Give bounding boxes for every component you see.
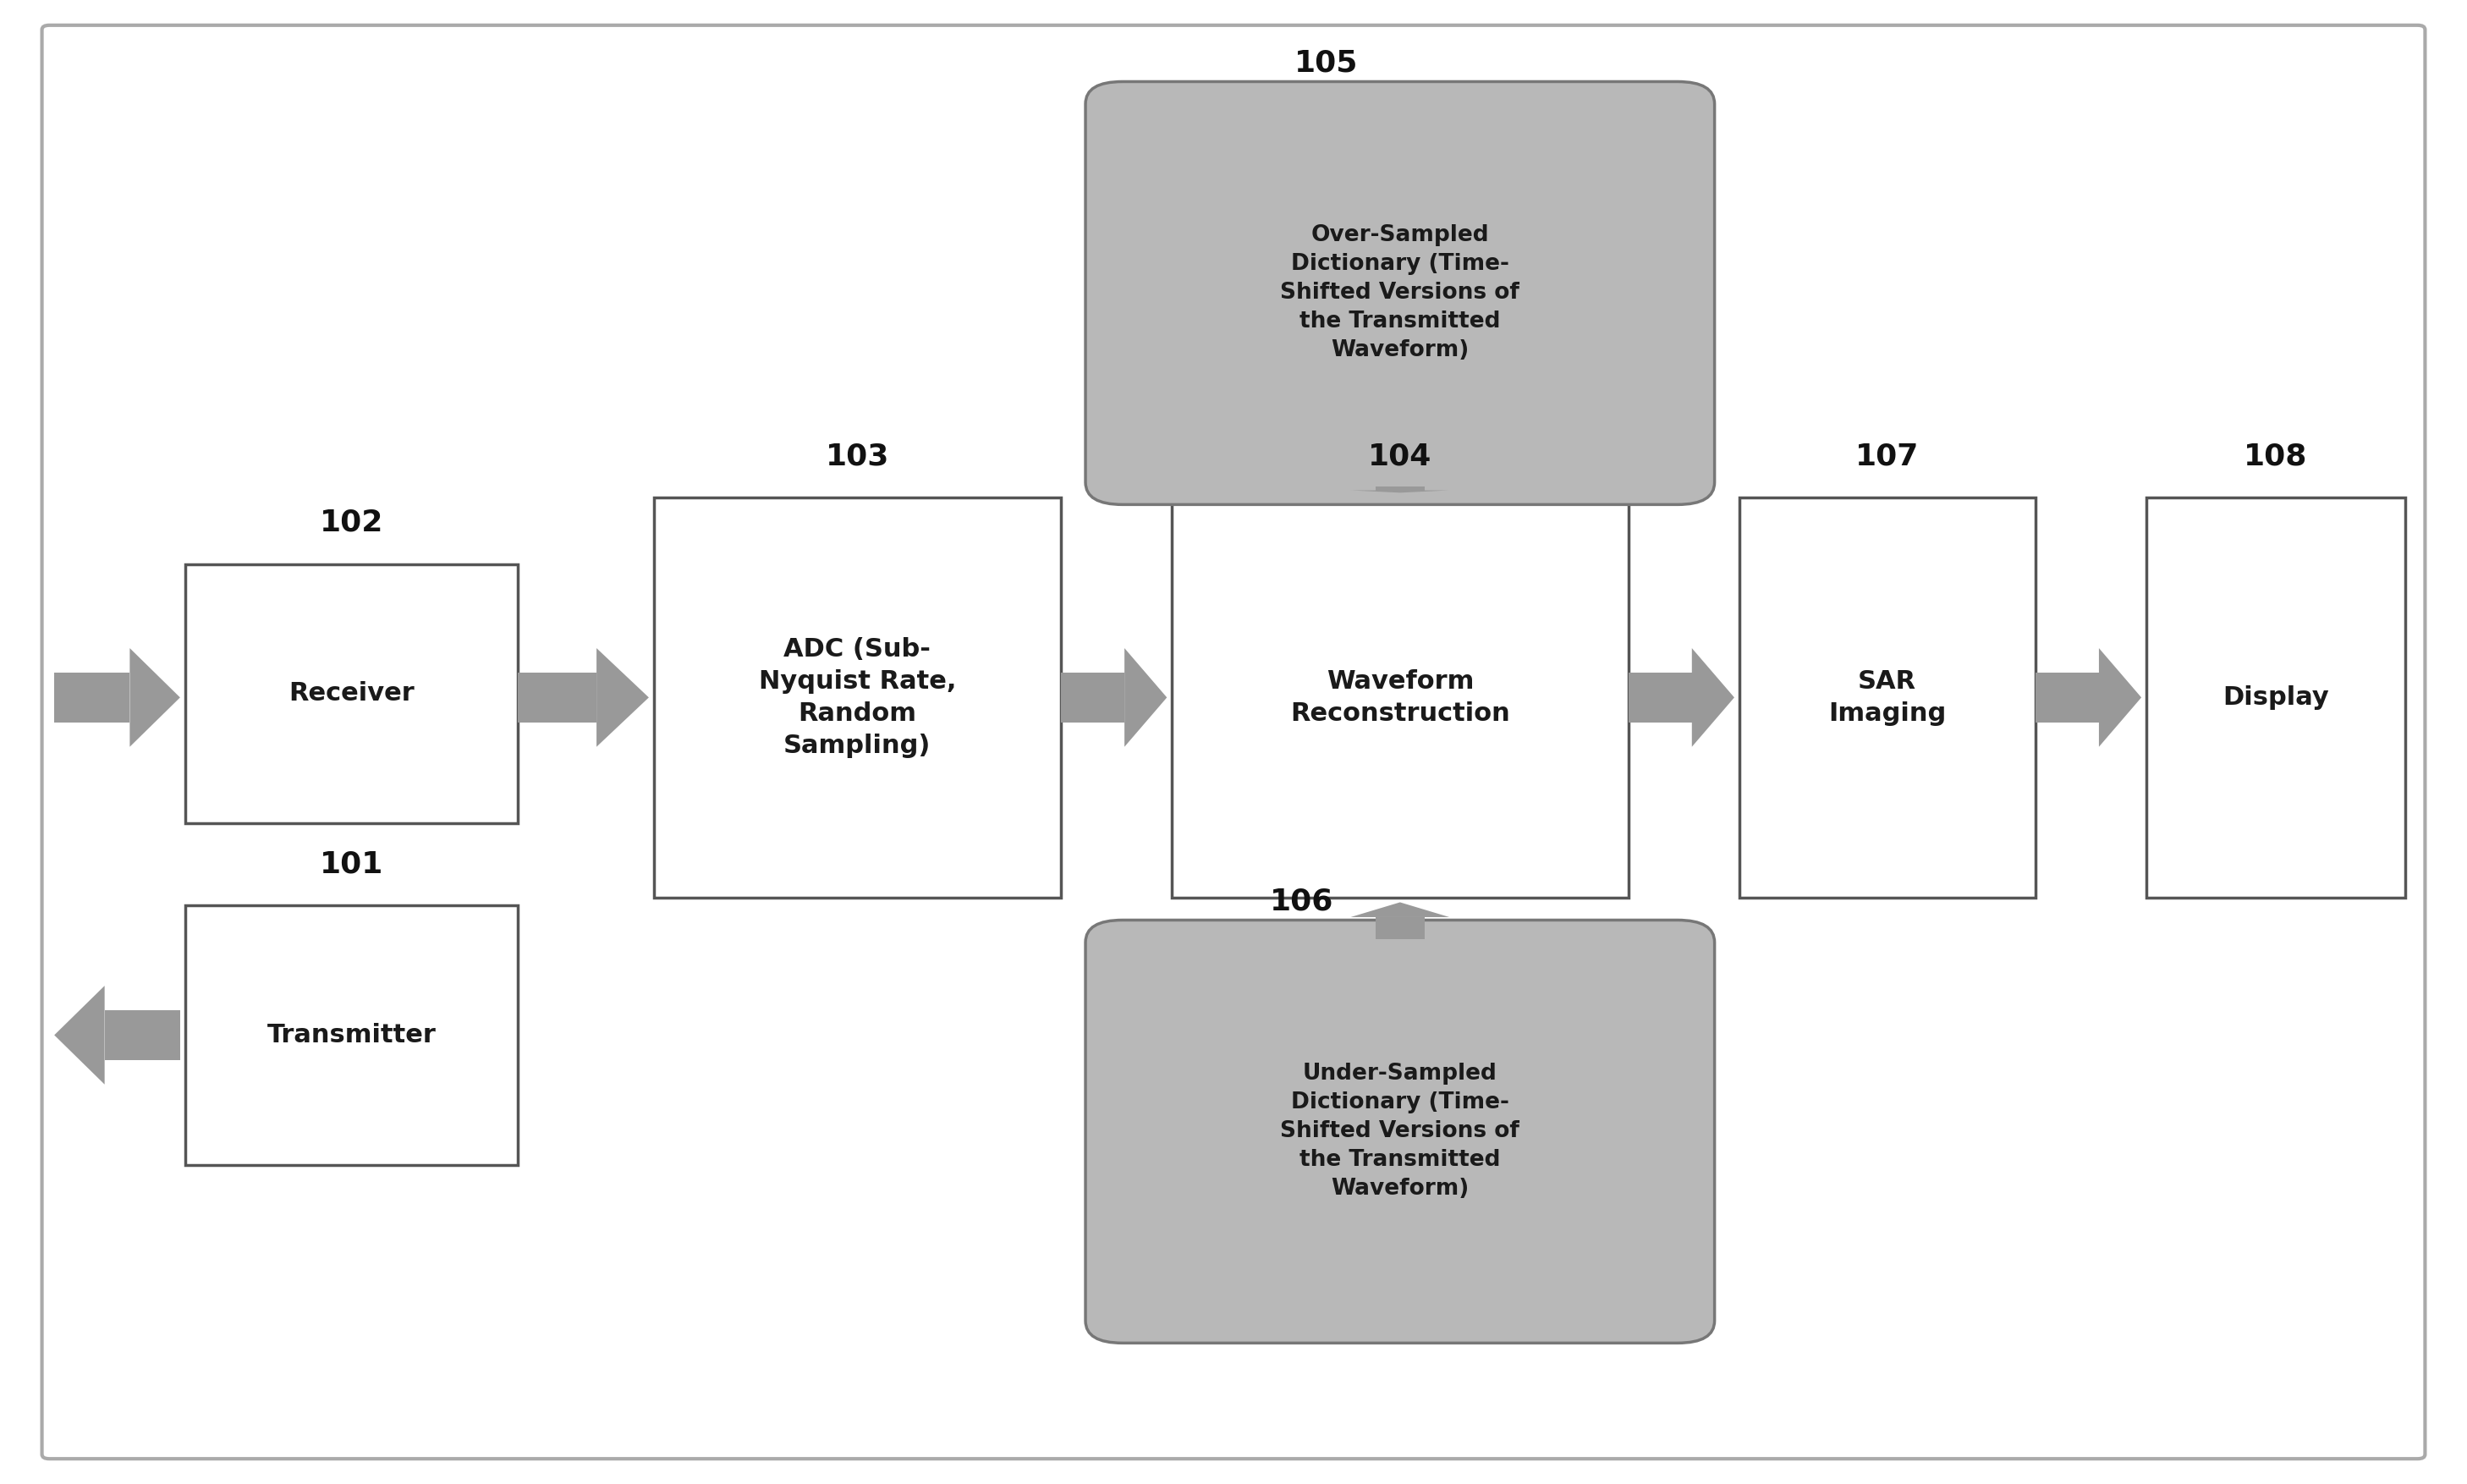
Text: SAR
Imaging: SAR Imaging [1828,669,1946,726]
Polygon shape [1377,917,1426,939]
FancyBboxPatch shape [654,497,1061,898]
FancyBboxPatch shape [1085,82,1715,505]
Text: 102: 102 [321,509,382,537]
Polygon shape [518,672,597,723]
Text: Over-Sampled
Dictionary (Time-
Shifted Versions of
the Transmitted
Waveform): Over-Sampled Dictionary (Time- Shifted V… [1280,224,1520,362]
Polygon shape [1377,487,1426,490]
Text: Under-Sampled
Dictionary (Time-
Shifted Versions of
the Transmitted
Waveform): Under-Sampled Dictionary (Time- Shifted … [1280,1063,1520,1201]
Text: 106: 106 [1271,887,1332,916]
Polygon shape [131,649,180,746]
Polygon shape [1692,649,1734,746]
Polygon shape [1628,672,1692,723]
Polygon shape [54,672,131,723]
Polygon shape [1125,649,1167,746]
FancyBboxPatch shape [185,905,518,1165]
Text: Waveform
Reconstruction: Waveform Reconstruction [1290,669,1510,726]
Polygon shape [597,649,649,746]
FancyBboxPatch shape [2146,497,2405,898]
Polygon shape [1352,490,1451,493]
Text: ADC (Sub-
Nyquist Rate,
Random
Sampling): ADC (Sub- Nyquist Rate, Random Sampling) [757,637,957,758]
Polygon shape [104,1011,180,1060]
FancyBboxPatch shape [42,25,2425,1459]
FancyBboxPatch shape [1085,920,1715,1343]
Polygon shape [1352,902,1451,917]
Polygon shape [54,985,104,1085]
Text: Transmitter: Transmitter [266,1022,437,1048]
Polygon shape [2099,649,2141,746]
Polygon shape [2035,672,2099,723]
Text: 101: 101 [321,850,382,879]
Polygon shape [1061,672,1125,723]
FancyBboxPatch shape [1739,497,2035,898]
Text: 103: 103 [826,442,888,470]
Text: 105: 105 [1295,49,1357,77]
Text: Receiver: Receiver [289,681,414,706]
FancyBboxPatch shape [1172,497,1628,898]
Text: 104: 104 [1369,442,1431,470]
FancyBboxPatch shape [185,564,518,824]
Text: Display: Display [2223,686,2329,709]
Text: 108: 108 [2245,442,2307,470]
Text: 107: 107 [1855,442,1919,470]
